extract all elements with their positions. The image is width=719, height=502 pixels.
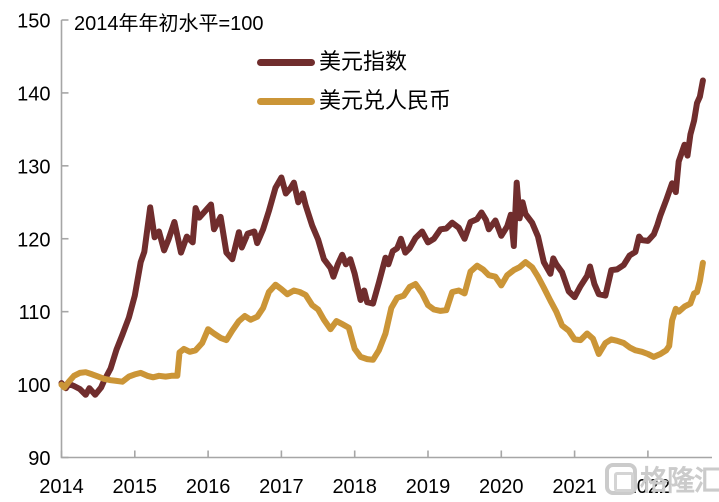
svg-text:2021: 2021 [552, 476, 597, 498]
watermark-text: 格隆汇 [639, 465, 719, 496]
legend-item-usd-index: 美元指数 [257, 49, 451, 75]
usd-index-line-swatch-icon [257, 58, 315, 66]
svg-text:2019: 2019 [406, 476, 451, 498]
svg-text:2020: 2020 [479, 476, 524, 498]
svg-text:2017: 2017 [259, 476, 304, 498]
svg-text:110: 110 [19, 302, 51, 324]
usd-cny-line-swatch-icon [257, 98, 315, 106]
svg-text:90: 90 [28, 448, 50, 470]
svg-text:2014: 2014 [39, 476, 84, 498]
svg-text:100: 100 [17, 375, 50, 397]
legend-label-usd-cny: 美元兑人民币 [319, 88, 452, 114]
legend-label-usd-index: 美元指数 [319, 49, 408, 74]
watermark: 格隆汇 [604, 459, 719, 499]
svg-text:140: 140 [17, 83, 50, 105]
svg-text:2016: 2016 [186, 476, 231, 498]
svg-text:2018: 2018 [332, 476, 377, 498]
legend: 美元指数 美元兑人民币 [257, 49, 451, 115]
svg-text:130: 130 [17, 156, 50, 178]
svg-text:150: 150 [17, 11, 50, 33]
svg-text:120: 120 [17, 229, 50, 251]
legend-item-usd-cny: 美元兑人民币 [257, 88, 451, 114]
svg-text:2015: 2015 [113, 476, 158, 498]
chart-title: 2014年年初水平=100 [74, 13, 264, 35]
gelonghui-logo-icon [604, 463, 637, 495]
